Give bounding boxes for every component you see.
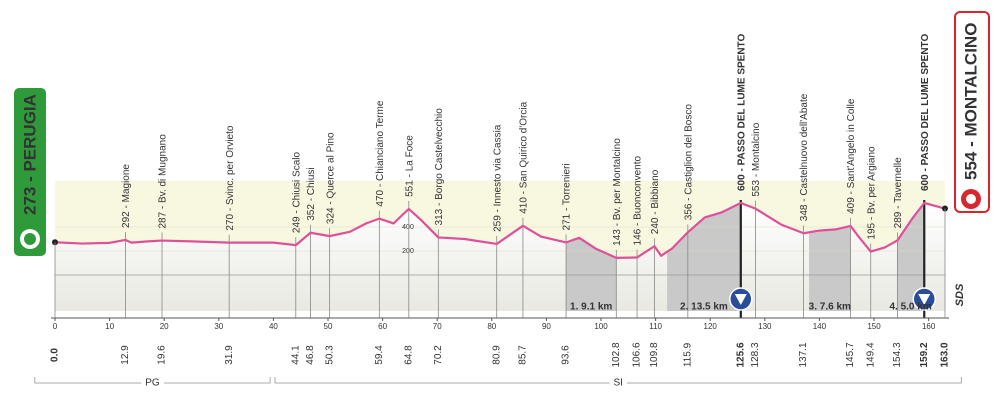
km-label: 137.1 [798, 342, 809, 367]
climb-label: 1. 9.1 km [570, 302, 612, 313]
region-label-bg [609, 378, 627, 388]
waypoint-label: 553 - Montalcino [751, 122, 762, 196]
km-label: 102.8 [611, 342, 622, 367]
finish-box [954, 11, 990, 213]
x-tick-label: 20 [160, 322, 169, 331]
finish-label: 554 - MONTALCINO [961, 23, 980, 180]
profile-line [54, 201, 946, 259]
km-label: 50.3 [324, 345, 335, 365]
x-tick-label: 50 [324, 322, 333, 331]
km-label: 163.0 [940, 342, 951, 367]
finish-icon-inner [966, 194, 976, 204]
km-label: 115.9 [682, 342, 693, 367]
km-label: 128.3 [750, 342, 761, 367]
waypoint-label: 352 - Chiusi [306, 167, 317, 220]
waypoint-label: 356 - Castiglion del Bosco [683, 104, 694, 221]
km-label: 12.9 [120, 345, 131, 365]
region-label-bg [141, 378, 164, 388]
start-box [14, 88, 46, 256]
km-label: 0.0 [50, 348, 61, 362]
climb-label: 3. 7.6 km [809, 302, 851, 313]
km-label: 46.8 [305, 345, 316, 365]
climb-area [896, 203, 925, 311]
kom-triangle [918, 294, 931, 305]
waypoint-label: 270 - Svinc. per Orvieto [225, 125, 236, 230]
waypoint-label: 289 - Tavernelle [893, 157, 904, 228]
x-tick-label: 40 [269, 322, 278, 331]
km-label: 93.6 [561, 345, 572, 365]
y-tick-label: 400 [402, 224, 414, 231]
region-label: SI [613, 378, 622, 389]
climb-label: 2. 13.5 km [680, 302, 728, 313]
km-label: 106.6 [632, 342, 643, 367]
waypoint-label: 600 - PASSO DEL LUME SPENTO [920, 34, 931, 191]
y-tick-label: 200 [402, 248, 414, 255]
waypoint-label: 271 - Torrenieri [562, 163, 573, 230]
waypoint-label: 195 - Bv. per Argiano [866, 146, 877, 240]
x-tick-label: 150 [867, 322, 881, 331]
km-label: 59.4 [374, 345, 385, 365]
start-icon-inner [24, 233, 36, 245]
km-label: 125.6 [735, 342, 746, 367]
x-tick-label: 30 [214, 322, 223, 331]
km-label: 149.4 [865, 342, 876, 367]
x-tick-label: 80 [487, 322, 496, 331]
waypoint-label: 324 - Querce al Pino [325, 132, 336, 224]
waypoint-label: 259 - Innesto via Cassia [492, 124, 503, 232]
waypoint-label: 470 - Chianciano Terme [375, 100, 386, 206]
km-label: 31.9 [224, 345, 235, 365]
region-label: PG [145, 378, 160, 389]
x-tick-label: 70 [433, 322, 442, 331]
km-label: 85.7 [518, 345, 529, 365]
waypoint-label: 348 - Castelnuovo dell'Abate [799, 93, 810, 221]
waypoint-label: 600 - PASSO DEL LUME SPENTO [736, 34, 747, 191]
climb-area [667, 203, 741, 311]
climb-area [809, 225, 851, 311]
waypoint-label: 551 - La Foce [404, 135, 415, 197]
km-label: 70.2 [433, 345, 444, 365]
waypoint-label: 249 - Chiusi Scalo [291, 152, 302, 234]
x-tick-label: 0 [53, 322, 58, 331]
x-tick-label: 100 [594, 322, 608, 331]
waypoint-label: 410 - San Quirico d'Orcia [519, 101, 530, 213]
kom-triangle [734, 294, 747, 305]
km-label: 64.8 [403, 345, 414, 365]
waypoint-label: 240 - Bibbiano [650, 169, 661, 234]
km-label: 80.9 [491, 345, 502, 365]
x-tick-label: 140 [813, 322, 827, 331]
waypoint-label: 143 - Bv. per Montalcino [612, 138, 623, 246]
waypoint-label: 292 - Magione [121, 164, 132, 228]
climb-area [566, 237, 617, 311]
waypoint-label: 313 - Borgo Castelvecchio [434, 108, 445, 226]
waypoint-label: 146 - Buonconvento [633, 156, 644, 246]
x-tick-label: 120 [704, 322, 718, 331]
km-label: 145.7 [845, 342, 856, 367]
km-label: 159.2 [919, 342, 930, 367]
x-tick-label: 60 [378, 322, 387, 331]
waypoint-label: 409 - Sant'Angelo in Colle [846, 98, 857, 214]
x-tick-label: 110 [649, 322, 662, 331]
waypoint-label: 287 - Bv. di Mugnano [158, 134, 169, 229]
km-label: 109.8 [649, 342, 660, 367]
km-label: 44.1 [290, 345, 301, 365]
km-label: 154.3 [892, 342, 903, 367]
x-tick-label: 160 [922, 322, 936, 331]
km-label: 19.6 [157, 345, 168, 365]
x-tick-label: 90 [542, 322, 551, 331]
x-tick-label: 10 [105, 322, 114, 331]
start-label: 273 - PERUGIA [20, 94, 39, 215]
x-tick-label: 130 [758, 322, 772, 331]
climb-label: 4. 5.0 km [889, 302, 931, 313]
logo: SDS [954, 283, 966, 306]
